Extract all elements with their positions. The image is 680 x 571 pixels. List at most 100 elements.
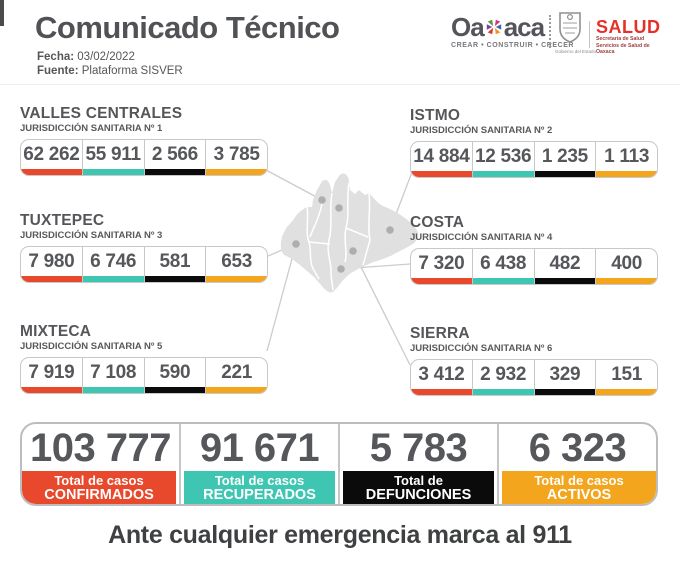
label-line-1: Total de casos — [214, 472, 305, 488]
region-jurisdiction: JURISDICCIÓN SANITARIA Nº 4 — [410, 232, 553, 243]
region-values-table: 14 884 12 536 1 235 1 113 — [410, 141, 658, 178]
label-line-1: Total de — [394, 472, 443, 488]
active-strip — [596, 278, 657, 284]
deaths-cell: 1 235 — [534, 142, 597, 177]
header-divider — [0, 84, 680, 85]
active-value: 151 — [611, 363, 643, 385]
confirmed-cell: 62 262 — [21, 140, 83, 175]
dotted-separator — [549, 15, 551, 48]
active-cell: 400 — [596, 249, 657, 284]
label-line-2: DEFUNCIONES — [365, 486, 472, 503]
active-cell: 3 785 — [206, 140, 267, 175]
active-strip — [206, 387, 267, 393]
region-jurisdiction: JURISDICCIÓN SANITARIA Nº 1 — [20, 123, 163, 134]
confirmed-cell: 7 980 — [21, 247, 83, 282]
deaths-cell: 590 — [144, 358, 207, 393]
recovered-cell: 12 536 — [472, 142, 535, 177]
deaths-strip — [534, 278, 596, 284]
salud-subtitle-2: Servicios de Salud de Oaxaca — [596, 42, 650, 56]
region-values-table: 3 412 2 932 329 151 — [410, 359, 658, 396]
region-name: MIXTECA — [20, 323, 92, 340]
date-value: 03/02/2022 — [77, 51, 135, 63]
state-seal-icon — [559, 12, 581, 43]
active-strip — [206, 276, 267, 282]
total-recovered-value: 91 671 — [199, 426, 320, 470]
confirmed-value: 3 412 — [418, 363, 465, 385]
total-active-label: Total de casos ACTIVOS — [502, 471, 656, 504]
confirmed-value: 7 919 — [28, 361, 75, 383]
recovered-strip — [82, 169, 144, 175]
recovered-strip — [472, 389, 534, 395]
confirmed-strip — [411, 389, 472, 395]
recovered-value: 6 746 — [90, 250, 137, 272]
active-cell: 1 113 — [596, 142, 657, 177]
deaths-strip — [534, 171, 596, 177]
confirmed-cell: 3 412 — [411, 360, 473, 395]
region-values-table: 62 262 55 911 2 566 3 785 — [20, 139, 268, 176]
region-jurisdiction: JURISDICCIÓN SANITARIA Nº 3 — [20, 230, 163, 241]
region-jurisdiction: JURISDICCIÓN SANITARIA Nº 5 — [20, 341, 163, 352]
deaths-strip — [534, 389, 596, 395]
state-seal: Gobierno del Estado — [555, 11, 597, 54]
seal-caption: Gobierno del Estado — [555, 49, 597, 54]
active-value: 653 — [221, 250, 253, 272]
source-line: Fuente: Plataforma SISVER — [37, 64, 183, 78]
confirmed-cell: 7 320 — [411, 249, 473, 284]
deaths-cell: 329 — [534, 360, 597, 395]
recovered-cell: 55 911 — [82, 140, 145, 175]
oaxaca-wordmark-right: aca — [503, 12, 545, 42]
oaxaca-logo: Oa aca CREAR • CONSTRUIR • CRECER — [451, 14, 574, 49]
region-sierra: SIERRA JURISDICCIÓN SANITARIA Nº 6 3 412… — [410, 326, 658, 396]
active-strip — [206, 169, 267, 175]
recovered-value: 12 536 — [474, 145, 532, 167]
region-istmo: ISTMO JURISDICCIÓN SANITARIA Nº 2 14 884… — [410, 108, 658, 178]
deaths-cell: 482 — [534, 249, 597, 284]
oaxaca-pinwheel-icon — [486, 19, 501, 35]
recovered-strip — [82, 387, 144, 393]
corner-mark — [0, 0, 4, 26]
total-confirmed-label: Total de casos CONFIRMADOS — [22, 471, 176, 504]
salud-subtitle-1: Secretaría de Salud — [596, 36, 645, 42]
label-line-1: Total de casos — [54, 472, 144, 488]
recovered-value: 2 932 — [480, 363, 527, 385]
recovered-value: 55 911 — [85, 143, 141, 165]
date-line: Fecha: 03/02/2022 — [37, 50, 183, 64]
region-name: VALLES CENTRALES — [20, 105, 183, 122]
date-label: Fecha: — [37, 51, 75, 63]
recovered-cell: 2 932 — [472, 360, 535, 395]
active-strip — [596, 171, 657, 177]
active-value: 221 — [221, 361, 253, 383]
active-value: 3 785 — [213, 143, 260, 165]
salud-wordmark: SALUD — [596, 17, 661, 37]
recovered-value: 6 438 — [480, 252, 527, 274]
active-value: 1 113 — [604, 145, 650, 167]
confirmed-strip — [21, 276, 82, 282]
page-title: Comunicado Técnico — [35, 10, 340, 45]
deaths-strip — [144, 276, 206, 282]
recovered-strip — [472, 171, 534, 177]
region-jurisdiction: JURISDICCIÓN SANITARIA Nº 6 — [410, 343, 553, 354]
active-cell: 221 — [206, 358, 267, 393]
region-values-table: 7 980 6 746 581 653 — [20, 246, 268, 283]
oaxaca-tagline: CREAR • CONSTRUIR • CRECER — [451, 42, 575, 49]
region-jurisdiction: JURISDICCIÓN SANITARIA Nº 2 — [410, 125, 553, 136]
confirmed-value: 62 262 — [23, 143, 80, 165]
oaxaca-wordmark-left: Oa — [451, 12, 485, 42]
recovered-cell: 7 108 — [82, 358, 145, 393]
recovered-value: 7 108 — [90, 361, 137, 383]
deaths-strip — [144, 169, 206, 175]
total-active-value: 6 323 — [528, 426, 627, 470]
confirmed-value: 14 884 — [413, 145, 470, 167]
recovered-strip — [82, 276, 144, 282]
confirmed-value: 7 320 — [418, 252, 465, 274]
region-costa: COSTA JURISDICCIÓN SANITARIA Nº 4 7 320 … — [410, 215, 658, 285]
total-active: 6 323 Total de casos ACTIVOS — [499, 424, 656, 504]
deaths-value: 482 — [549, 252, 581, 274]
confirmed-cell: 14 884 — [411, 142, 473, 177]
active-cell: 151 — [596, 360, 657, 395]
total-confirmed: 103 777 Total de casos CONFIRMADOS — [22, 424, 181, 504]
source-value: Plataforma SISVER — [81, 65, 183, 77]
confirmed-strip — [21, 387, 82, 393]
active-value: 400 — [611, 252, 643, 274]
region-name: COSTA — [410, 214, 465, 231]
